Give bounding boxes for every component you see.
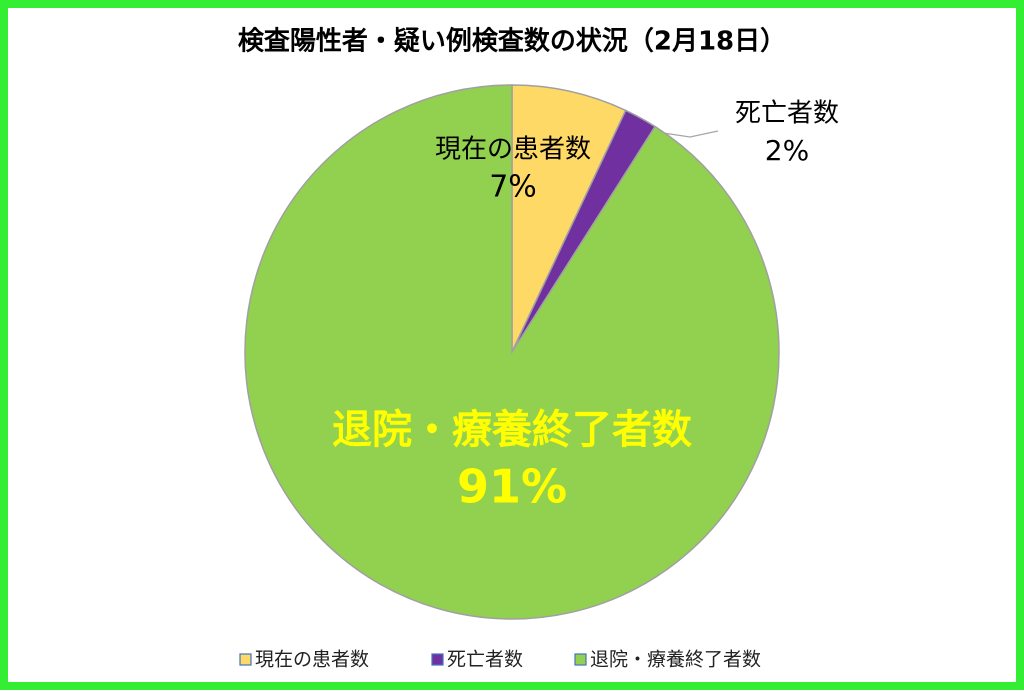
data-label-value: 7% xyxy=(489,170,537,205)
data-label-value: 2% xyxy=(765,134,809,167)
chart-title: 検査陽性者・疑い例検査数の状況（2月18日） xyxy=(238,27,786,57)
legend-swatch xyxy=(431,653,444,666)
leader-line xyxy=(656,130,719,138)
data-label-name: 現在の患者数 xyxy=(435,135,591,165)
legend-swatch xyxy=(574,653,587,666)
legend-label: 死亡者数 xyxy=(447,649,523,671)
pie-slice xyxy=(244,84,780,620)
legend-label: 現在の患者数 xyxy=(255,649,369,671)
data-label-value: 91% xyxy=(457,460,567,514)
pie-slice xyxy=(511,84,627,353)
legend-label: 退院・療養終了者数 xyxy=(590,649,761,671)
data-label-name: 退院・療養終了者数 xyxy=(332,407,692,453)
legend-swatch xyxy=(239,653,252,666)
data-label-name: 死亡者数 xyxy=(735,99,839,129)
